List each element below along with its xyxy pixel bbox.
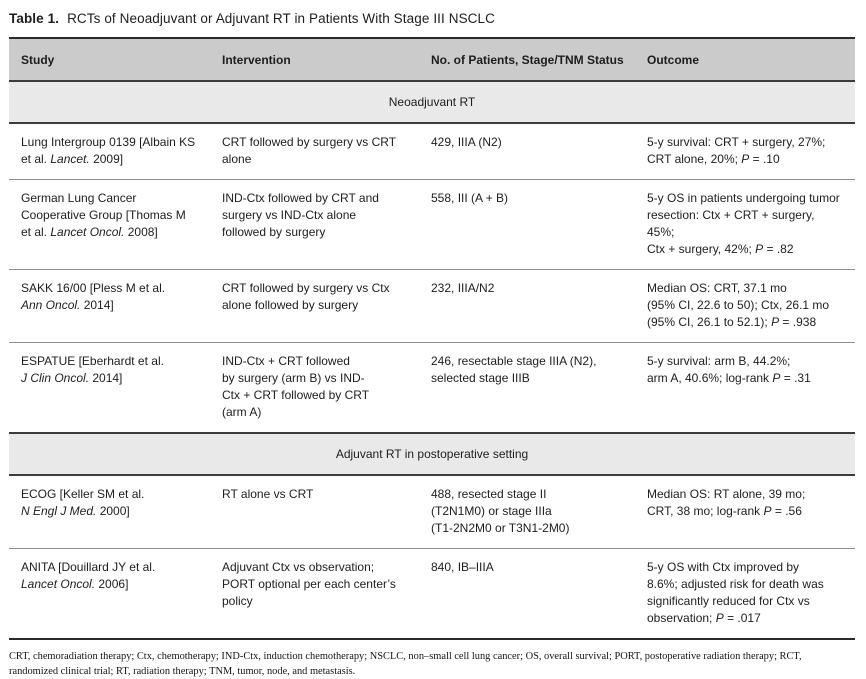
patients-cell: 558, III (A + B) xyxy=(431,191,509,205)
section-header: Neoadjuvant RT xyxy=(9,82,855,124)
rct-table: Study Intervention No. of Patients, Stag… xyxy=(9,37,855,640)
table-header-row: Study Intervention No. of Patients, Stag… xyxy=(9,39,855,82)
study-cell: ANITA [Douillard JY et al. Lancet Oncol.… xyxy=(21,560,156,591)
patients-cell: 488, resected stage II (T2N1M0) or stage… xyxy=(431,487,570,535)
table-row: ESPATUE [Eberhardt et al. J Clin Oncol. … xyxy=(9,343,855,434)
study-cell: ECOG [Keller SM et al. N Engl J Med. 200… xyxy=(21,487,145,518)
outcome-cell: 5-y OS with Ctx improved by 8.6%; adjust… xyxy=(647,560,824,625)
study-cell: ESPATUE [Eberhardt et al. J Clin Oncol. … xyxy=(21,354,164,385)
patients-cell: 840, IB–IIIA xyxy=(431,560,494,574)
column-header-intervention: Intervention xyxy=(222,52,291,67)
table-body: Neoadjuvant RT Lung Intergroup 0139 [Alba… xyxy=(9,82,855,638)
study-cell: SAKK 16/00 [Pless M et al. Ann Oncol. 20… xyxy=(21,281,166,312)
intervention-cell: IND-Ctx followed by CRT and surgery vs I… xyxy=(222,191,379,239)
column-header-patients: No. of Patients, Stage/TNM Status xyxy=(431,52,624,67)
table-row: ANITA [Douillard JY et al. Lancet Oncol.… xyxy=(9,549,855,638)
table-row: Lung Intergroup 0139 [Albain KS et al. L… xyxy=(9,124,855,180)
intervention-cell: Adjuvant Ctx vs observation; PORT option… xyxy=(222,560,396,608)
column-header-study: Study xyxy=(21,52,55,67)
outcome-cell: 5-y survival: arm B, 44.2%; arm A, 40.6%… xyxy=(647,354,811,385)
intervention-cell: CRT followed by surgery vs Ctx alone fol… xyxy=(222,281,390,312)
table-row: German Lung Cancer Cooperative Group [Th… xyxy=(9,180,855,270)
outcome-cell: Median OS: RT alone, 39 mo; CRT, 38 mo; … xyxy=(647,487,806,518)
patients-cell: 232, IIIA/N2 xyxy=(431,281,495,295)
outcome-cell: 5-y survival: CRT + surgery, 27%; CRT al… xyxy=(647,135,826,166)
table-number: Table 1. xyxy=(9,11,60,26)
table-title: Table 1. RCTs of Neoadjuvant or Adjuvant … xyxy=(9,11,856,26)
outcome-cell: Median OS: CRT, 37.1 mo (95% CI, 22.6 to… xyxy=(647,281,830,329)
intervention-cell: CRT followed by surgery vs CRT alone xyxy=(222,135,397,166)
intervention-cell: RT alone vs CRT xyxy=(222,487,314,501)
table-footnote: CRT, chemoradiation therapy; Ctx, chemot… xyxy=(9,651,802,677)
table-row: ECOG [Keller SM et al. N Engl J Med. 200… xyxy=(9,476,855,549)
column-header-outcome: Outcome xyxy=(647,52,700,67)
table-row: SAKK 16/00 [Pless M et al. Ann Oncol. 20… xyxy=(9,270,855,343)
outcome-cell: 5-y OS in patients undergoing tumor rese… xyxy=(647,191,840,256)
intervention-cell: IND-Ctx + CRT followed by surgery (arm B… xyxy=(222,354,370,419)
study-cell: Lung Intergroup 0139 [Albain KS et al. L… xyxy=(21,135,196,166)
study-cell: German Lung Cancer Cooperative Group [Th… xyxy=(21,191,186,239)
patients-cell: 246, resectable stage IIIA (N2), selecte… xyxy=(431,354,597,385)
section-header: Adjuvant RT in postoperative setting xyxy=(9,434,855,476)
table-caption: RCTs of Neoadjuvant or Adjuvant RT in Pa… xyxy=(67,11,495,26)
patients-cell: 429, IIIA (N2) xyxy=(431,135,502,149)
